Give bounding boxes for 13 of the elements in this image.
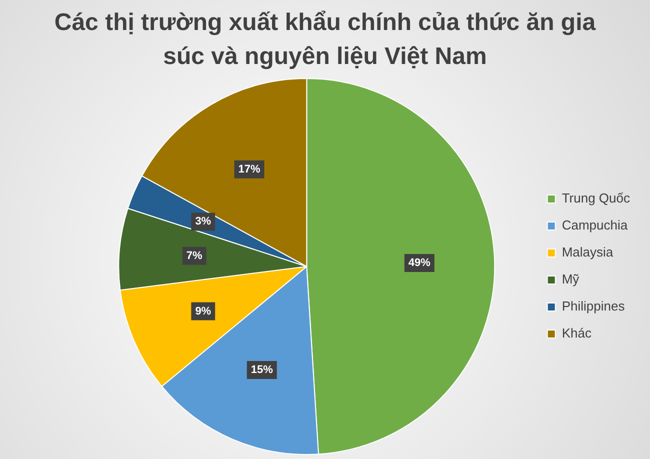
data-label: 3% — [195, 216, 212, 228]
legend-label: Philippines — [562, 298, 626, 314]
legend-label: Malaysia — [562, 244, 614, 260]
legend-label: Khác — [562, 326, 592, 341]
data-label: 7% — [186, 250, 203, 262]
legend-label: Mỹ — [562, 272, 580, 287]
data-label: 49% — [408, 256, 431, 269]
legend-label: Campuchia — [562, 218, 628, 233]
data-label: 9% — [195, 305, 212, 318]
legend-label: Trung Quốc — [562, 190, 630, 206]
data-label: 15% — [250, 364, 274, 376]
chart-title: Các thị trường xuất khẩu chính của thức ăn gia súc và nguyên liệu Việt Nam — [53, 8, 597, 72]
data-label: 17% — [238, 163, 260, 176]
